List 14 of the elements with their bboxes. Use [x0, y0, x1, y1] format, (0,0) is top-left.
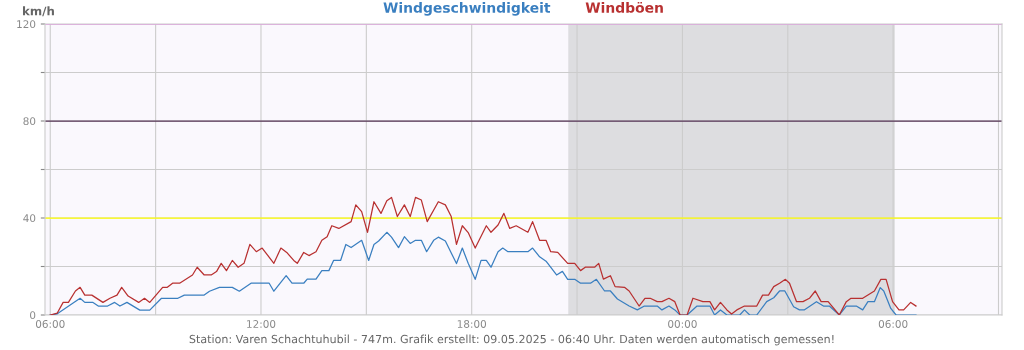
- y-tick-label: 80: [23, 117, 36, 126]
- x-tick-label: 06:00: [35, 320, 65, 328]
- line-series: [49, 196, 917, 315]
- x-tick-label: 06:00: [878, 320, 908, 328]
- x-tick-label: 12:00: [247, 320, 276, 328]
- y-tick-label: 40: [23, 214, 36, 223]
- y-tick-label: 0: [30, 311, 36, 320]
- x-tick-label: 00:00: [668, 320, 697, 328]
- y-tick-label: 120: [17, 20, 36, 29]
- text: Windgeschwindigkeit: [383, 2, 551, 16]
- y-axis-title: km/h: [22, 6, 54, 17]
- x-tick-label: 18:00: [457, 320, 487, 328]
- text: Windböen: [585, 1, 663, 13]
- text: Station: Varen Schachtuhubil - 747m. Grafik erstellt: 09.05.2025 - 06:40 Uhr. Daten werden automatisch gemessen!: [189, 334, 834, 346]
